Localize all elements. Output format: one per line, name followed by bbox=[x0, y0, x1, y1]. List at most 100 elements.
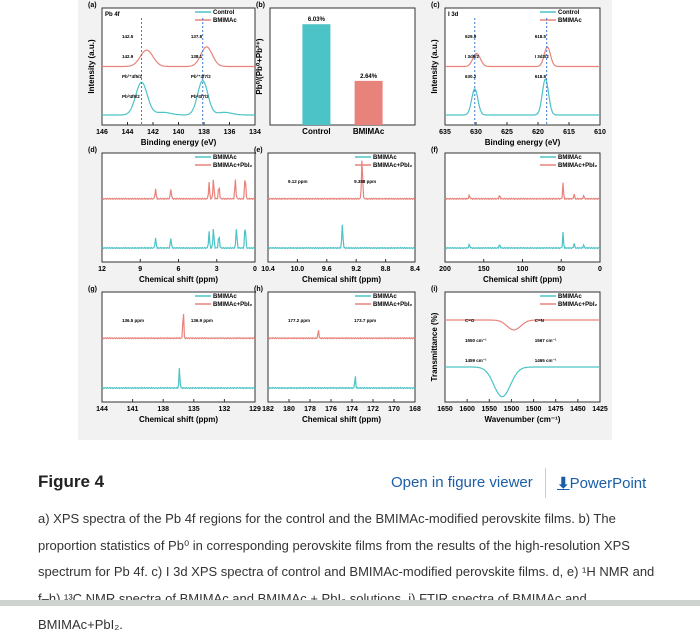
x-tick-label: 10.0 bbox=[291, 266, 305, 273]
x-tick-label: 138 bbox=[157, 406, 169, 413]
series-bmimac bbox=[101, 228, 256, 250]
x-tick-label: 1475 bbox=[548, 406, 564, 413]
peak-annotation: 177.2 ppm bbox=[288, 318, 310, 323]
legend-entry: BMIMAc bbox=[213, 18, 237, 24]
x-tick-label: 1550 bbox=[481, 406, 497, 413]
legend-entry: BMIMAc bbox=[558, 18, 582, 24]
x-tick-label: 142 bbox=[147, 129, 159, 136]
peak-annotation: 1567 cm⁻¹ bbox=[535, 338, 557, 343]
x-tick-label: 129 bbox=[249, 406, 261, 413]
legend-entry: BMIMAc bbox=[213, 155, 237, 161]
y-axis-label: Pb⁰/(Pb⁰+Pb²⁺) bbox=[255, 38, 264, 95]
peak-annotation: Pb⁰4f5/2 bbox=[122, 94, 140, 99]
peak-annotation: 1465 cm⁻¹ bbox=[535, 358, 557, 363]
peak-annotation: 138.1 bbox=[191, 54, 203, 59]
legend-entry: BMIMAc+PbI₂ bbox=[558, 302, 598, 308]
series-bmimacpbi bbox=[101, 179, 256, 201]
series-bmimac bbox=[267, 376, 416, 390]
series-bmimac bbox=[267, 224, 416, 250]
peak-annotation: Pb⁰4f7/2 bbox=[191, 94, 209, 99]
panel-tag: Pb 4f bbox=[105, 12, 121, 18]
legend-entry: Control bbox=[213, 10, 235, 16]
y-axis-label: Intensity (a.u.) bbox=[87, 39, 96, 94]
series-bmimac bbox=[445, 366, 600, 398]
y-axis-label: Transmittance (%) bbox=[430, 312, 439, 381]
x-tick-label: 615 bbox=[563, 129, 575, 136]
x-tick-label: 630 bbox=[470, 129, 482, 136]
x-axis-label: Wavenumber (cm⁻¹) bbox=[485, 415, 561, 424]
x-tick-label: 135 bbox=[188, 406, 200, 413]
panel-d: (d) 12 9 6 3 0 Chemical shift (ppm) BMIMAc BMIMA… bbox=[88, 147, 257, 284]
x-tick-label: 150 bbox=[478, 266, 490, 273]
plot-frame bbox=[444, 291, 601, 403]
x-tick-label: 1500 bbox=[526, 406, 542, 413]
bar-control bbox=[302, 24, 331, 125]
figure-caption: a) XPS spectra of the Pb 4f regions for … bbox=[38, 511, 655, 632]
figure-image: (a) Intensity (a.u.) Pb 4f 146 144 142 140 138 1… bbox=[78, 0, 612, 440]
legend-entry: BMIMAc+PbI₂ bbox=[373, 302, 413, 308]
x-tick-label: 625 bbox=[501, 129, 513, 136]
x-axis-label: Chemical shift (ppm) bbox=[483, 275, 562, 284]
peak-annotation: 630.2 bbox=[465, 74, 477, 79]
peak-annotation: 1550 cm⁻¹ bbox=[465, 338, 487, 343]
peak-annotation: I 3d3/2 bbox=[535, 54, 550, 59]
panel-label: (g) bbox=[88, 286, 97, 293]
peak-annotation: 136.9 ppm bbox=[191, 318, 213, 323]
series-bmimacpbi bbox=[267, 160, 416, 201]
x-tick-label: 1500 bbox=[504, 406, 520, 413]
panel-tag: I 3d bbox=[448, 12, 459, 18]
x-tick-label: 50 bbox=[557, 266, 565, 273]
x-tick-label: 180 bbox=[283, 406, 295, 413]
x-tick-label: 1450 bbox=[570, 406, 586, 413]
x-tick-label: 138 bbox=[198, 129, 210, 136]
x-tick-label: 0 bbox=[253, 266, 257, 273]
x-tick-label: 635 bbox=[439, 129, 451, 136]
plot-frame bbox=[444, 152, 601, 263]
panel-label: (a) bbox=[88, 2, 97, 9]
x-tick-label: 6 bbox=[177, 266, 181, 273]
x-tick-label: 8.8 bbox=[381, 266, 391, 273]
panel-label: (b) bbox=[256, 2, 265, 9]
peak-annotation: C=O bbox=[465, 318, 475, 323]
series-control bbox=[445, 78, 600, 116]
panel-h: (h) 182 180 178 176 174 172 170 168 Chemical shif… bbox=[254, 286, 421, 424]
x-tick-label: 182 bbox=[262, 406, 274, 413]
x-axis-label: Binding energy (eV) bbox=[141, 138, 217, 147]
powerpoint-link[interactable]: ⬇PowerPoint bbox=[557, 474, 646, 492]
peak-annotation: 173.7 ppm bbox=[354, 318, 376, 323]
x-tick-label: 0 bbox=[598, 266, 602, 273]
panel-f: (f) 200 150 100 50 0 Chemical shift (ppm) BMIMA… bbox=[431, 147, 602, 284]
x-tick-label: 12 bbox=[98, 266, 106, 273]
peak-annotation: 9.12 ppm bbox=[288, 179, 308, 184]
legend-entry: BMIMAc+PbI₂ bbox=[558, 163, 598, 169]
series-bmimac bbox=[102, 46, 255, 68]
series-bmimacpbi bbox=[101, 313, 256, 340]
x-tick-label: 1600 bbox=[459, 406, 475, 413]
series-bmimacpbi bbox=[267, 330, 416, 340]
panel-label: (i) bbox=[431, 286, 438, 293]
x-tick-label: 168 bbox=[409, 406, 421, 413]
x-axis-label: Chemical shift (ppm) bbox=[139, 275, 218, 284]
horizontal-scrollbar[interactable] bbox=[0, 600, 700, 606]
y-axis-label: Intensity (a.u.) bbox=[430, 39, 439, 94]
x-tick-label: Control bbox=[302, 127, 330, 136]
x-tick-label: 100 bbox=[517, 266, 529, 273]
x-tick-label: 176 bbox=[325, 406, 337, 413]
panel-label: (f) bbox=[431, 147, 438, 154]
x-tick-label: 136 bbox=[224, 129, 236, 136]
plot-frame bbox=[267, 291, 416, 403]
panel-g: (g) 144 141 138 135 132 129 Chemical shift (ppm… bbox=[88, 286, 261, 424]
x-tick-label: BMIMAc bbox=[353, 127, 385, 136]
bar-value-label: 2.64% bbox=[360, 74, 378, 80]
open-figure-viewer-link[interactable]: Open in figure viewer bbox=[391, 474, 533, 491]
panel-label: (e) bbox=[254, 147, 263, 154]
peak-annotation: 142.5 bbox=[122, 34, 134, 39]
x-tick-label: 172 bbox=[367, 406, 379, 413]
plot-frame bbox=[101, 152, 256, 263]
series-control bbox=[102, 80, 255, 116]
panel-label: (h) bbox=[254, 286, 263, 293]
legend-entry: Control bbox=[558, 10, 580, 16]
x-tick-label: 144 bbox=[96, 406, 108, 413]
peak-annotation: 629.9 bbox=[465, 34, 477, 39]
x-tick-label: 9 bbox=[138, 266, 142, 273]
